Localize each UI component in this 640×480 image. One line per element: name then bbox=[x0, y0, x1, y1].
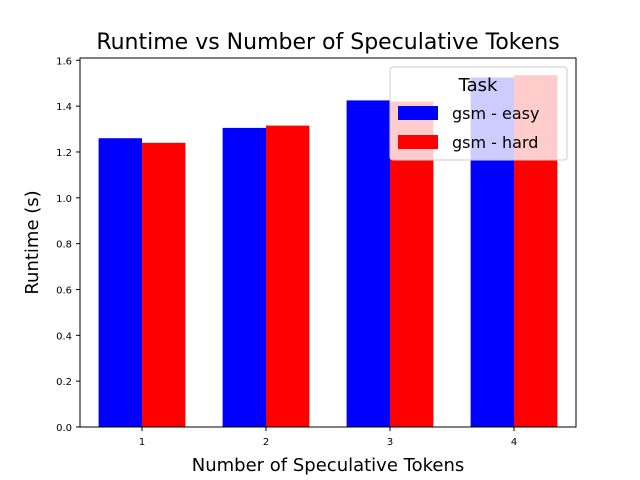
y-tick-label: 0.6 bbox=[56, 285, 72, 296]
y-tick-label: 0.0 bbox=[56, 423, 72, 434]
bar-gsm-hard-1 bbox=[142, 142, 186, 427]
y-tick-label: 0.8 bbox=[56, 240, 72, 251]
y-tick-label: 1.6 bbox=[56, 56, 72, 67]
bar-gsm-easy-3 bbox=[346, 100, 390, 427]
x-tick-label: 4 bbox=[511, 437, 517, 448]
bar-gsm-hard-2 bbox=[266, 125, 310, 427]
y-tick-label: 1.4 bbox=[56, 102, 72, 113]
y-axis: 0.0 0.2 0.4 0.6 0.8 1.0 1.2 1.4 1.6 bbox=[56, 56, 80, 434]
x-axis: 1 2 3 4 bbox=[139, 427, 517, 448]
y-tick-label: 0.2 bbox=[56, 377, 72, 388]
legend-swatch-gsm-easy bbox=[398, 106, 438, 120]
plot-frame bbox=[79, 57, 577, 428]
x-axis-label: Number of Speculative Tokens bbox=[192, 455, 464, 476]
legend-swatch-gsm-hard bbox=[398, 135, 438, 149]
legend-label-gsm-hard: gsm - hard bbox=[452, 133, 538, 152]
legend-title: Task bbox=[458, 75, 498, 96]
y-tick-label: 1.0 bbox=[56, 194, 72, 205]
legend: Task gsm - easy gsm - hard bbox=[389, 66, 568, 161]
y-tick-label: 1.2 bbox=[56, 148, 72, 159]
bar-gsm-easy-2 bbox=[222, 127, 266, 428]
x-tick-label: 2 bbox=[263, 437, 269, 448]
bar-gsm-easy-1 bbox=[98, 138, 142, 427]
x-tick-label: 1 bbox=[139, 437, 145, 448]
y-tick-label: 0.4 bbox=[56, 331, 72, 342]
y-axis-label: Runtime (s) bbox=[22, 190, 43, 294]
x-tick-label: 3 bbox=[387, 437, 393, 448]
legend-label-gsm-easy: gsm - easy bbox=[452, 104, 539, 123]
chart-title: Runtime vs Number of Speculative Tokens bbox=[96, 30, 559, 55]
